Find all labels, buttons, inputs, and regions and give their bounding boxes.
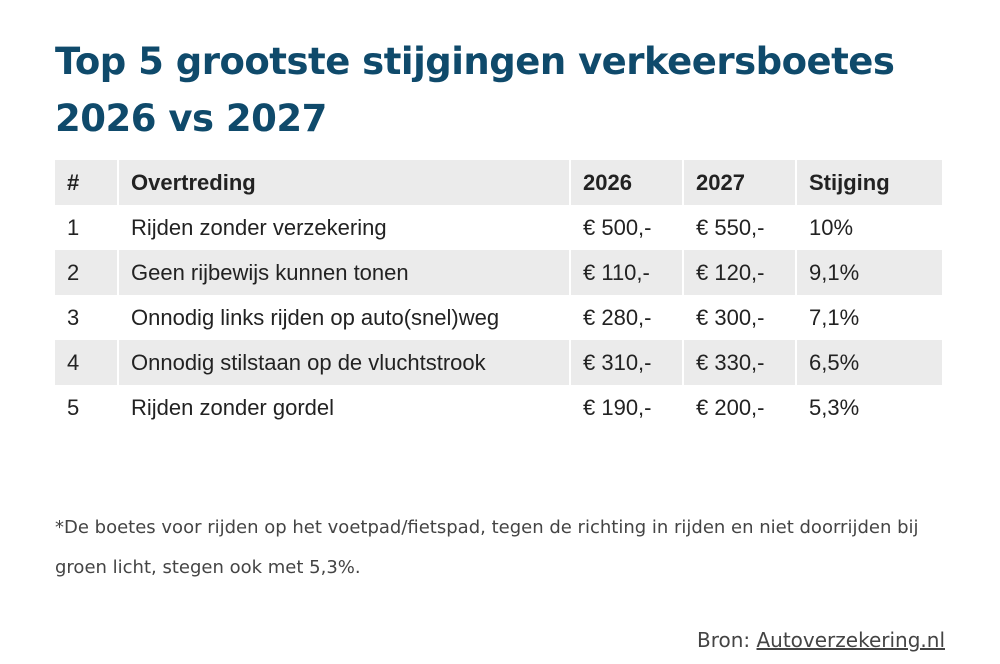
row-fine-2027: € 300,- xyxy=(684,295,797,340)
page-title: Top 5 grootste stijgingen verkeersboetes… xyxy=(55,33,975,147)
row-offense: Geen rijbewijs kunnen tonen xyxy=(119,250,571,295)
row-offense: Onnodig stilstaan op de vluchtstrook xyxy=(119,340,571,385)
header-increase: Stijging xyxy=(797,160,942,205)
row-offense: Rijden zonder gordel xyxy=(119,385,571,430)
row-fine-2027: € 330,- xyxy=(684,340,797,385)
row-increase: 9,1% xyxy=(797,250,942,295)
row-number: 2 xyxy=(55,250,119,295)
source-link[interactable]: Autoverzekering.nl xyxy=(756,628,945,652)
fines-table: # Overtreding 2026 2027 Stijging 1 Rijde… xyxy=(55,160,942,430)
row-fine-2026: € 310,- xyxy=(571,340,684,385)
footnote: *De boetes voor rijden op het voetpad/fi… xyxy=(55,517,919,578)
row-offense: Onnodig links rijden op auto(snel)weg xyxy=(119,295,571,340)
row-increase: 5,3% xyxy=(809,394,860,420)
header-2027: 2027 xyxy=(684,160,797,205)
row-fine-2027: € 120,- xyxy=(684,250,797,295)
row-fine-2026: € 280,- xyxy=(571,295,684,340)
source-credit: Bron: Autoverzekering.nl xyxy=(697,628,945,652)
row-increase: 6,5% xyxy=(797,340,942,385)
source-prefix: Bron: xyxy=(696,628,751,652)
table-row: 3 Onnodig links rijden op auto(snel)weg … xyxy=(55,295,942,340)
row-number: 4 xyxy=(55,340,119,385)
title-line-2: 2026 vs 2027 xyxy=(55,96,327,140)
row-fine-2026: € 190,- xyxy=(571,385,684,430)
table-row: 4 Onnodig stilstaan op de vluchtstrook €… xyxy=(55,340,942,385)
row-increase: 10% xyxy=(809,214,854,240)
row-fine-2027: € 550,- xyxy=(684,205,797,250)
row-fine-2026: € 500,- xyxy=(571,205,684,250)
row-offense: Rijden zonder verzekering xyxy=(119,205,571,250)
row-fine-2026: € 110,- xyxy=(571,250,684,295)
header-number: # xyxy=(55,160,119,205)
row-fine-2027: € 200,- xyxy=(684,385,797,430)
row-number: 1 xyxy=(55,205,119,250)
row-increase: 7,1% xyxy=(809,304,860,330)
title-line-1: Top 5 grootste stijgingen verkeersboetes xyxy=(55,39,895,83)
table-header-row: # Overtreding 2026 2027 Stijging xyxy=(55,160,942,205)
table-row: 2 Geen rijbewijs kunnen tonen € 110,- € … xyxy=(55,250,942,295)
row-number: 3 xyxy=(55,295,119,340)
table-row: 5 Rijden zonder gordel € 190,- € 200,- 5… xyxy=(55,385,942,430)
header-offense: Overtreding xyxy=(119,160,571,205)
row-number: 5 xyxy=(55,385,119,430)
header-2026: 2026 xyxy=(571,160,684,205)
table-row: 1 Rijden zonder verzekering € 500,- € 55… xyxy=(55,205,942,250)
